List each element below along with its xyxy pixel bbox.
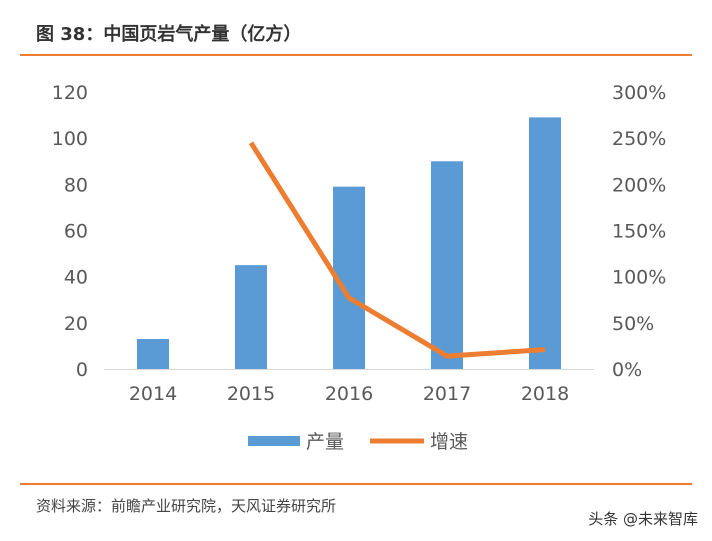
x-tick-label: 2014 — [129, 383, 177, 405]
bar-2017 — [431, 161, 463, 369]
y-left-tick-label: 100 — [52, 128, 88, 150]
x-tick-label: 2017 — [423, 383, 471, 405]
source-note: 资料来源：前瞻产业研究院，天风证券研究所 — [36, 497, 337, 515]
y-right-tick-label: 100% — [612, 267, 666, 289]
legend-bar-swatch — [248, 436, 300, 446]
chart: 0 20 40 60 80 100 120 0% 50% 100% 150% 200% 250% 300%… — [52, 82, 667, 453]
title-rule — [20, 54, 692, 56]
y-right-tick-label: 0% — [612, 359, 642, 381]
legend-bar-label: 产量 — [306, 431, 344, 453]
y-right-tick-label: 200% — [612, 174, 666, 196]
y-left-tick-label: 40 — [64, 267, 88, 289]
bar-2018 — [529, 117, 561, 370]
chart-title: 图 38：中国页岩气产量（亿方） — [36, 24, 302, 45]
y-left-tick-label: 80 — [64, 174, 88, 196]
legend-line-label: 增速 — [430, 431, 468, 453]
x-tick-label: 2015 — [227, 383, 275, 405]
footer-rule — [20, 483, 692, 485]
bar-2014 — [137, 338, 169, 369]
y-left-tick-label: 60 — [64, 221, 88, 243]
y-left-tick-label: 120 — [52, 82, 88, 104]
growth-line — [248, 141, 546, 359]
y-right-tick-label: 150% — [612, 221, 666, 243]
y-right-tick-label: 250% — [612, 128, 666, 150]
x-tick-label: 2018 — [521, 383, 569, 405]
y-left-tick-label: 0 — [76, 359, 88, 381]
y-left-tick-label: 20 — [64, 313, 88, 335]
y-right-tick-label: 300% — [612, 82, 666, 104]
x-tick-label: 2016 — [325, 383, 373, 405]
bar-2015 — [235, 265, 267, 369]
y-right-tick-label: 50% — [612, 313, 654, 335]
watermark: 头条 @未来智库 — [588, 510, 698, 528]
